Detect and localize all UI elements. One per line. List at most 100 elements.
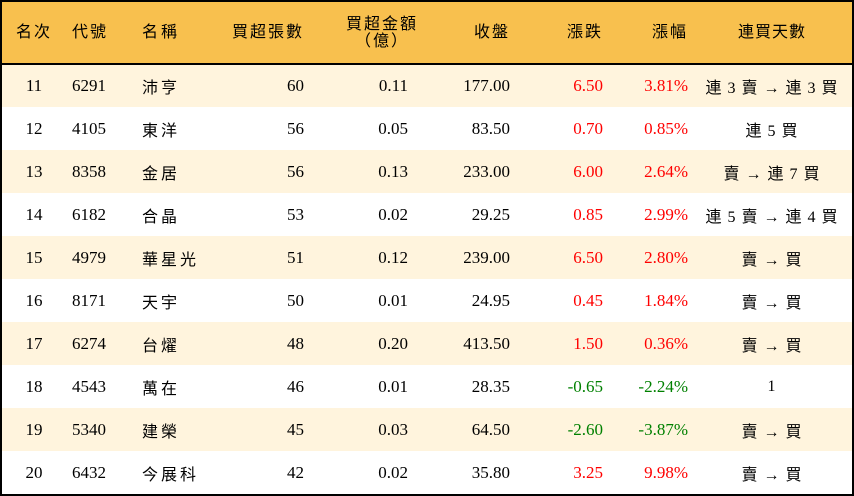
header-code: 代號 bbox=[66, 2, 134, 65]
table-body: 11 6291 沛亨 60 0.11 177.00 6.50 3.81% 連 3… bbox=[2, 64, 852, 494]
table-row: 13 8358 金居 56 0.13 233.00 6.00 2.64% 賣 →… bbox=[2, 150, 852, 193]
header-name: 名稱 bbox=[134, 2, 224, 65]
cell-rank: 19 bbox=[25, 419, 43, 439]
cell-net-buy-lots: 45 bbox=[287, 419, 304, 439]
cell-consecutive-days: 賣 → 連 7 買 bbox=[723, 165, 821, 183]
cell-change-pct: 2.80% bbox=[644, 247, 688, 267]
cell-consecutive-days: 賣 → 買 bbox=[741, 466, 803, 484]
table-row: 19 5340 建榮 45 0.03 64.50 -2.60 -3.87% 賣 … bbox=[2, 408, 852, 451]
cell-name: 華星光 bbox=[142, 251, 200, 269]
table-row: 12 4105 東洋 56 0.05 83.50 0.70 0.85% 連 5 … bbox=[2, 107, 852, 150]
cell-code: 4105 bbox=[72, 118, 106, 138]
cell-code: 8358 bbox=[72, 161, 106, 181]
cell-change: 0.70 bbox=[573, 118, 603, 138]
cell-net-buy-lots: 56 bbox=[287, 118, 304, 138]
cell-close: 29.25 bbox=[471, 204, 510, 224]
header-change-pct: 漲幅 bbox=[606, 2, 692, 65]
cell-name: 合晶 bbox=[142, 208, 181, 226]
table-row: 17 6274 台燿 48 0.20 413.50 1.50 0.36% 賣 →… bbox=[2, 322, 852, 365]
cell-rank: 17 bbox=[25, 333, 43, 353]
header-row: 名次 代號 名稱 買超張數 買超金額 （億） 收盤 漲跌 漲幅 連買天數 bbox=[2, 2, 852, 65]
cell-code: 6182 bbox=[72, 204, 106, 224]
cell-change: 6.00 bbox=[573, 161, 603, 181]
cell-change-pct: 3.81% bbox=[644, 76, 688, 95]
cell-change-pct: -3.87% bbox=[638, 419, 688, 439]
header-net-buy-amount: 買超金額 （億） bbox=[326, 2, 428, 65]
header-change: 漲跌 bbox=[516, 2, 606, 65]
cell-code: 4979 bbox=[72, 247, 106, 267]
cell-close: 64.50 bbox=[471, 419, 510, 439]
table-row: 20 6432 今展科 42 0.02 35.80 3.25 9.98% 賣 →… bbox=[2, 451, 852, 494]
header-consecutive-days: 連買天數 bbox=[692, 2, 852, 65]
cell-change-pct: 9.98% bbox=[644, 462, 688, 482]
cell-change: 6.50 bbox=[573, 247, 603, 267]
cell-name: 東洋 bbox=[142, 122, 181, 140]
cell-net-buy-lots: 42 bbox=[287, 462, 304, 482]
cell-net-buy-amount: 0.01 bbox=[378, 376, 408, 396]
cell-net-buy-amount: 0.20 bbox=[378, 333, 408, 353]
cell-net-buy-lots: 48 bbox=[287, 333, 304, 353]
cell-consecutive-days: 賣 → 買 bbox=[741, 337, 803, 355]
cell-net-buy-lots: 60 bbox=[287, 76, 304, 95]
cell-net-buy-amount: 0.02 bbox=[378, 204, 408, 224]
cell-net-buy-lots: 53 bbox=[287, 204, 304, 224]
cell-net-buy-lots: 51 bbox=[287, 247, 304, 267]
cell-change-pct: 2.64% bbox=[644, 161, 688, 181]
cell-consecutive-days: 連 5 賣 → 連 4 買 bbox=[705, 208, 839, 226]
cell-close: 24.95 bbox=[471, 290, 510, 310]
cell-consecutive-days: 連 3 賣 → 連 3 買 bbox=[705, 80, 839, 97]
table-row: 15 4979 華星光 51 0.12 239.00 6.50 2.80% 賣 … bbox=[2, 236, 852, 279]
cell-net-buy-lots: 46 bbox=[287, 376, 304, 396]
cell-net-buy-lots: 50 bbox=[287, 290, 304, 310]
cell-code: 8171 bbox=[72, 290, 106, 310]
cell-net-buy-amount: 0.01 bbox=[378, 290, 408, 310]
cell-name: 萬在 bbox=[142, 380, 181, 398]
cell-close: 35.80 bbox=[471, 462, 510, 482]
header-net-buy-amount-line2: （億） bbox=[354, 32, 409, 50]
cell-code: 4543 bbox=[72, 376, 106, 396]
header-net-buy-amount-line1: 買超金額 bbox=[345, 15, 418, 33]
cell-change-pct: -2.24% bbox=[638, 376, 688, 396]
cell-change: 1.50 bbox=[573, 333, 603, 353]
cell-net-buy-amount: 0.02 bbox=[378, 462, 408, 482]
cell-change: 0.45 bbox=[573, 290, 603, 310]
table-row: 18 4543 萬在 46 0.01 28.35 -0.65 -2.24% 1 bbox=[2, 365, 852, 408]
cell-name: 沛亨 bbox=[142, 80, 181, 97]
cell-change: -2.60 bbox=[567, 419, 603, 439]
cell-close: 177.00 bbox=[463, 76, 510, 95]
cell-rank: 15 bbox=[25, 247, 43, 267]
cell-name: 今展科 bbox=[142, 466, 200, 484]
cell-net-buy-amount: 0.11 bbox=[378, 76, 408, 95]
cell-code: 6432 bbox=[72, 462, 106, 482]
cell-change-pct: 0.36% bbox=[644, 333, 688, 353]
header-rank: 名次 bbox=[2, 2, 66, 65]
cell-rank: 18 bbox=[25, 376, 43, 396]
cell-net-buy-amount: 0.05 bbox=[378, 118, 408, 138]
cell-code: 5340 bbox=[72, 419, 106, 439]
cell-name: 金居 bbox=[142, 165, 181, 183]
cell-rank: 14 bbox=[25, 204, 43, 224]
table-row: 14 6182 合晶 53 0.02 29.25 0.85 2.99% 連 5 … bbox=[2, 193, 852, 236]
table-row: 16 8171 天宇 50 0.01 24.95 0.45 1.84% 賣 → … bbox=[2, 279, 852, 322]
cell-close: 83.50 bbox=[471, 118, 510, 138]
cell-rank: 16 bbox=[25, 290, 43, 310]
cell-net-buy-amount: 0.03 bbox=[378, 419, 408, 439]
cell-change-pct: 1.84% bbox=[644, 290, 688, 310]
cell-change: 0.85 bbox=[573, 204, 603, 224]
header-close: 收盤 bbox=[428, 2, 516, 65]
cell-consecutive-days: 賣 → 買 bbox=[741, 251, 803, 269]
cell-name: 建榮 bbox=[142, 423, 181, 441]
cell-net-buy-amount: 0.13 bbox=[378, 161, 408, 181]
cell-change: 6.50 bbox=[573, 76, 603, 95]
header-net-buy-lots: 買超張數 bbox=[224, 2, 326, 65]
cell-net-buy-amount: 0.12 bbox=[378, 247, 408, 267]
cell-rank: 20 bbox=[25, 462, 43, 482]
cell-name: 台燿 bbox=[142, 337, 181, 355]
cell-consecutive-days: 連 5 買 bbox=[745, 122, 799, 140]
cell-change: 3.25 bbox=[573, 462, 603, 482]
cell-change: -0.65 bbox=[567, 376, 603, 396]
cell-consecutive-days: 賣 → 買 bbox=[741, 294, 803, 312]
cell-rank: 12 bbox=[25, 118, 43, 138]
